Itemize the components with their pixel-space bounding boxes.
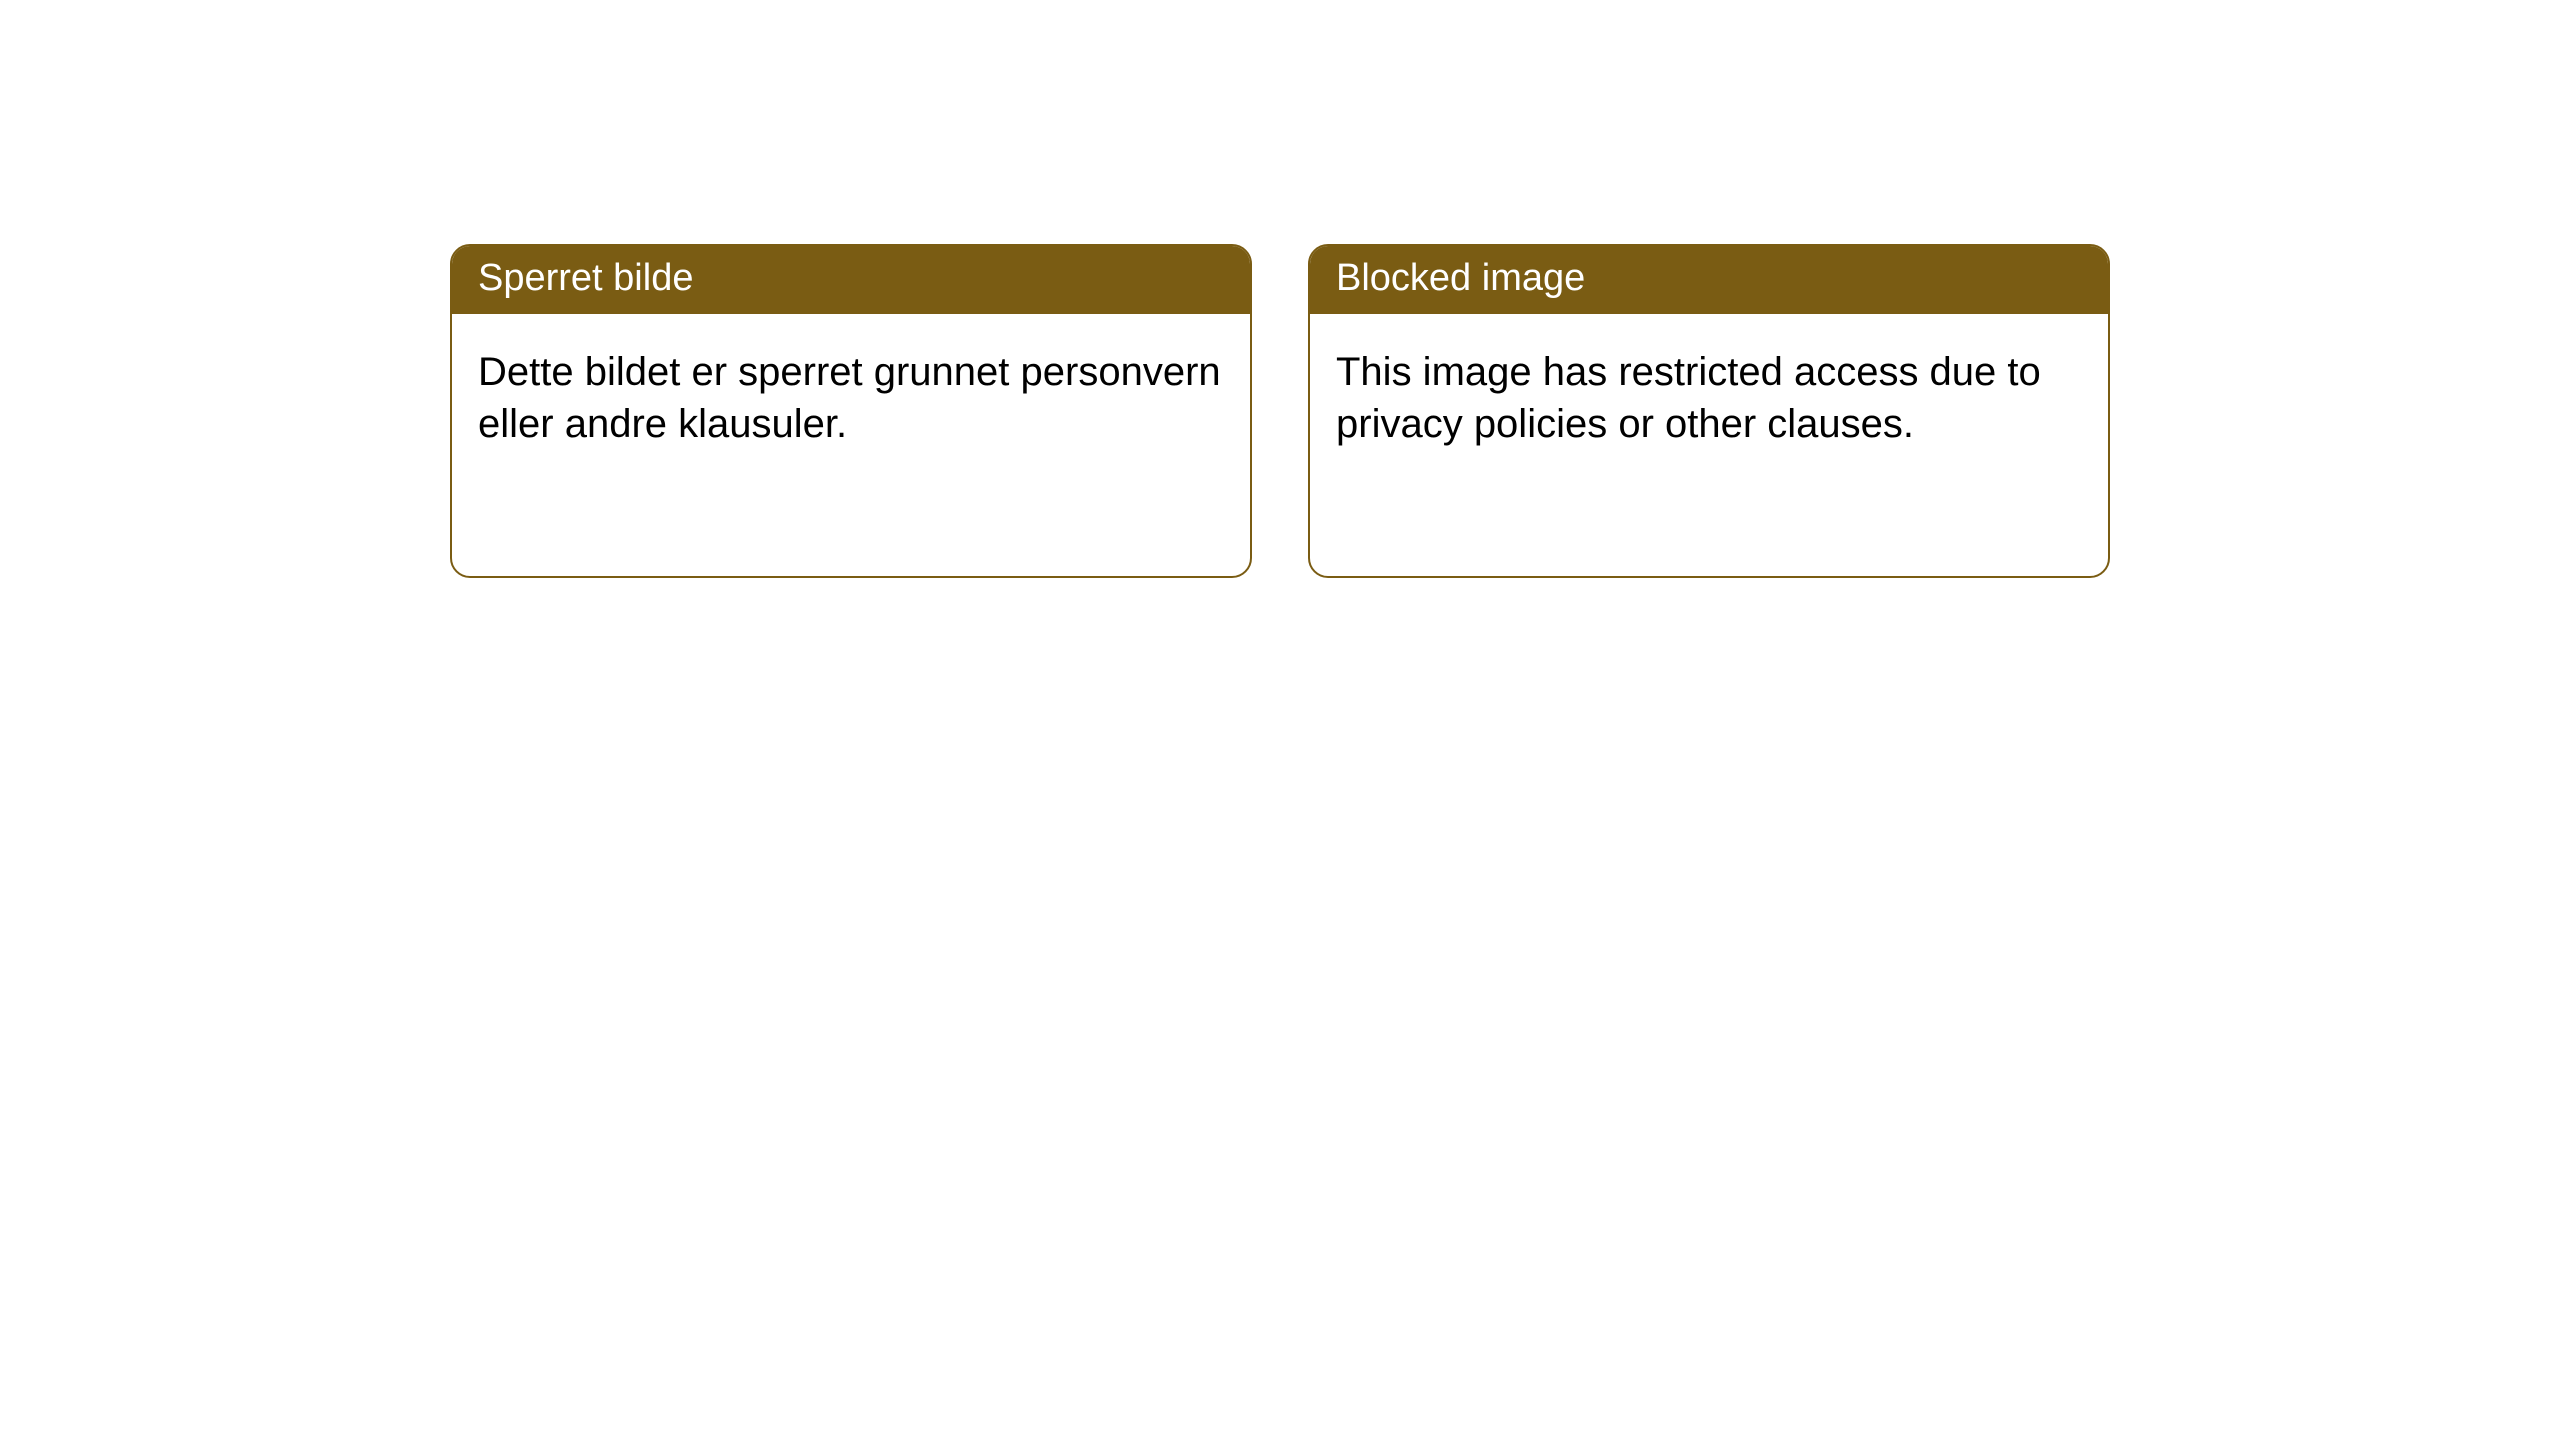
notice-card-norwegian: Sperret bilde Dette bildet er sperret gr…: [450, 244, 1252, 578]
card-title: Sperret bilde: [478, 257, 693, 299]
card-body: This image has restricted access due to …: [1310, 314, 2108, 482]
card-title: Blocked image: [1336, 257, 1585, 299]
notice-container: Sperret bilde Dette bildet er sperret gr…: [450, 244, 2110, 1440]
card-header: Blocked image: [1310, 246, 2108, 314]
card-body: Dette bildet er sperret grunnet personve…: [452, 314, 1250, 482]
card-header: Sperret bilde: [452, 246, 1250, 314]
notice-card-english: Blocked image This image has restricted …: [1308, 244, 2110, 578]
card-body-text: Dette bildet er sperret grunnet personve…: [478, 350, 1221, 446]
card-body-text: This image has restricted access due to …: [1336, 350, 2041, 446]
